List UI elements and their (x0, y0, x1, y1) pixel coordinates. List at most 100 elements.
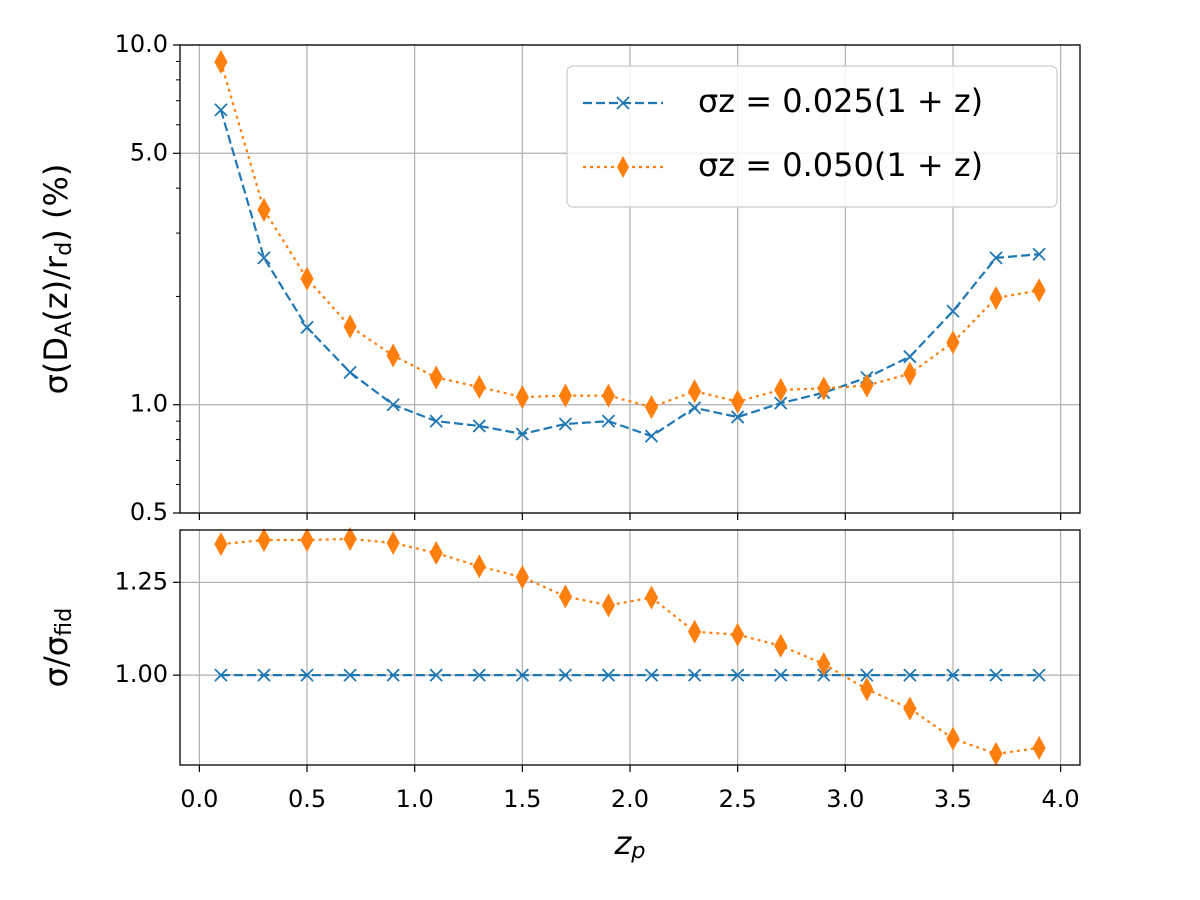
x-tick-label: 1.5 (503, 785, 541, 813)
legend-label: σz = 0.050(1 + z) (698, 146, 983, 184)
marker (687, 668, 702, 682)
marker (774, 633, 788, 658)
y-tick-label: 1.00 (115, 660, 168, 688)
legend-marker (616, 96, 630, 110)
axes-frame (179, 529, 1081, 766)
marker (515, 668, 529, 682)
marker (860, 677, 874, 702)
marker (429, 365, 443, 390)
marker (515, 427, 529, 441)
panel: 0.5 1.0 5.0 10.0 σ(DA(z)/rd) (%) σz = 0.025(1… (37, 30, 1081, 526)
legend-marker (617, 156, 629, 178)
marker (601, 414, 616, 428)
x-tick-label: 3.0 (826, 785, 864, 813)
marker (214, 532, 228, 557)
marker (601, 593, 616, 618)
y-tick-label: 1.25 (115, 567, 168, 595)
marker (214, 103, 228, 117)
marker (731, 668, 745, 682)
x-tick-label: 4.0 (1042, 785, 1080, 813)
x-axis-label: zp (613, 824, 645, 864)
axes-frame (179, 44, 1081, 514)
marker (1032, 668, 1046, 682)
marker (472, 554, 486, 579)
marker (558, 668, 573, 682)
marker (946, 330, 960, 355)
marker (257, 251, 271, 265)
x-tick-label: 2.5 (719, 785, 757, 813)
marker (903, 696, 917, 721)
marker (214, 49, 228, 75)
marker (946, 304, 960, 318)
marker (1032, 278, 1046, 303)
marker (300, 668, 314, 682)
y-tick-label: 10.0 (115, 30, 168, 58)
label-part: d (51, 242, 77, 256)
label-part: ) (%) (37, 164, 75, 242)
x-tick-label: 0.0 (180, 785, 218, 813)
marker (644, 585, 659, 610)
marker (774, 396, 788, 410)
marker (343, 526, 357, 551)
marker (644, 429, 659, 443)
marker (343, 668, 357, 682)
marker (515, 385, 529, 410)
label-part: (z)/r (37, 255, 75, 322)
marker (817, 376, 831, 401)
marker (601, 668, 616, 682)
marker (903, 668, 917, 682)
marker (860, 373, 874, 398)
marker (989, 285, 1003, 311)
marker (989, 251, 1003, 265)
marker (558, 584, 572, 609)
marker (300, 266, 314, 291)
label-part: p (630, 838, 645, 864)
marker (257, 668, 271, 682)
marker (774, 377, 788, 402)
y-axis-label: σ/σfid (37, 608, 77, 688)
marker (903, 361, 917, 386)
marker (429, 414, 443, 428)
marker (688, 619, 702, 644)
y-axis-label: σ(DA(z)/rd) (%) (37, 164, 77, 395)
marker (472, 374, 486, 400)
label-part: σ/σ (37, 636, 75, 687)
marker (386, 343, 400, 368)
marker (429, 540, 443, 566)
marker (429, 668, 443, 682)
legend-label: σz = 0.025(1 + z) (698, 82, 983, 120)
marker (472, 668, 486, 682)
label-part: σ(D (37, 337, 75, 394)
marker (300, 527, 314, 553)
marker (731, 622, 745, 647)
marker (817, 651, 831, 677)
marker (731, 389, 745, 414)
marker (214, 668, 228, 682)
marker (343, 314, 357, 339)
marker (946, 726, 960, 751)
series-line (219, 61, 1040, 409)
panel: 0.0 0.5 1.0 1.5 2.0 2.5 3.0 3.5 4.0 1.00 1.25 σ/σfi… (37, 526, 1081, 864)
marker (386, 398, 400, 412)
marker (688, 379, 702, 404)
marker (515, 565, 529, 590)
marker (1032, 735, 1046, 760)
marker (558, 417, 573, 431)
x-tick-label: 3.5 (934, 785, 972, 813)
marker (300, 320, 314, 335)
x-tick-label: 2.0 (611, 785, 649, 813)
x-tick-label: 0.5 (288, 785, 326, 813)
y-tick-label: 1.0 (130, 390, 168, 418)
marker (386, 530, 400, 556)
marker (731, 410, 745, 424)
x-tick-label: 1.0 (396, 785, 434, 813)
marker (558, 383, 572, 408)
marker (386, 668, 400, 682)
marker (687, 401, 702, 415)
marker (989, 741, 1003, 766)
marker (472, 419, 486, 433)
marker (946, 668, 960, 682)
marker (257, 197, 271, 222)
y-tick-label: 5.0 (130, 138, 168, 166)
marker (257, 527, 271, 553)
